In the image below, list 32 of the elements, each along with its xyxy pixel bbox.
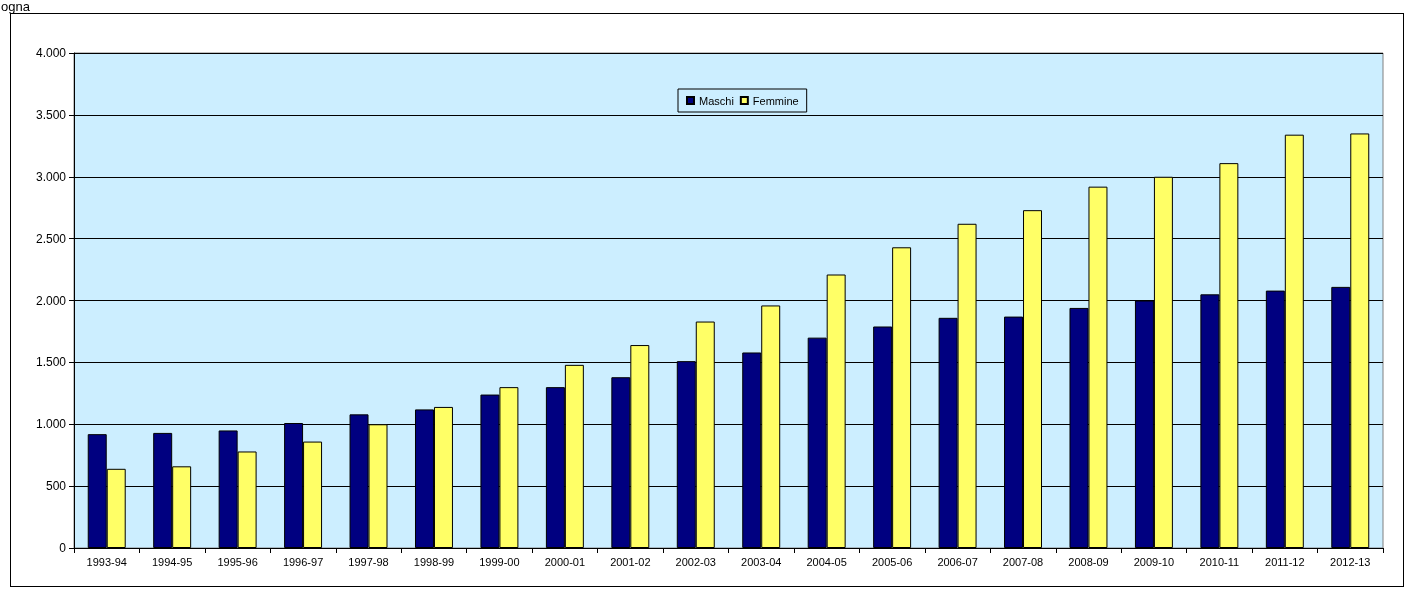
x-tick-label: 1996-97: [282, 555, 324, 568]
x-tick-label: 2010-11: [1199, 555, 1240, 568]
y-tick-label: 1.500: [35, 355, 67, 370]
x-tick-label: 2007-08: [1002, 555, 1044, 568]
legend-label: Femmine: [752, 94, 799, 107]
x-tick-label: 2005-06: [871, 555, 913, 568]
x-tick-label: 2004-05: [806, 555, 847, 568]
x-tick-label: 1997-98: [348, 555, 389, 568]
x-tick-label: 2012-13: [1330, 555, 1371, 568]
x-tick-label: 1994-95: [151, 555, 193, 568]
y-tick-label: 3.500: [35, 107, 67, 122]
y-tick-label: 2.500: [35, 231, 67, 246]
x-tick-label: 1993-94: [86, 555, 127, 568]
text: ogna: [1, 0, 30, 14]
x-tick-label: 2011-12: [1265, 555, 1305, 568]
y-tick-label: 0: [59, 541, 67, 555]
y-tick-label: 1.000: [35, 417, 67, 432]
y-tick-label: 3.000: [35, 169, 67, 184]
x-tick-label: 2000-01: [544, 555, 586, 568]
x-tick-label: 2009-10: [1133, 555, 1175, 568]
x-tick-label: 1999-00: [479, 555, 520, 568]
y-tick-label: 2.000: [35, 293, 67, 308]
x-tick-label: 2003-04: [741, 555, 782, 568]
y-tick-label: 500: [45, 479, 67, 494]
x-tick-label: 2006-07: [937, 555, 978, 568]
x-tick-label: 2002-03: [675, 555, 716, 568]
x-tick-label: 1998-99: [413, 555, 455, 568]
y-tick-label: 4.000: [35, 46, 67, 60]
x-tick-label: 2001-02: [610, 555, 651, 568]
legend-label: Maschi: [699, 94, 734, 107]
x-tick-label: 2008-09: [1068, 555, 1109, 568]
x-tick-label: 1995-96: [217, 555, 258, 568]
